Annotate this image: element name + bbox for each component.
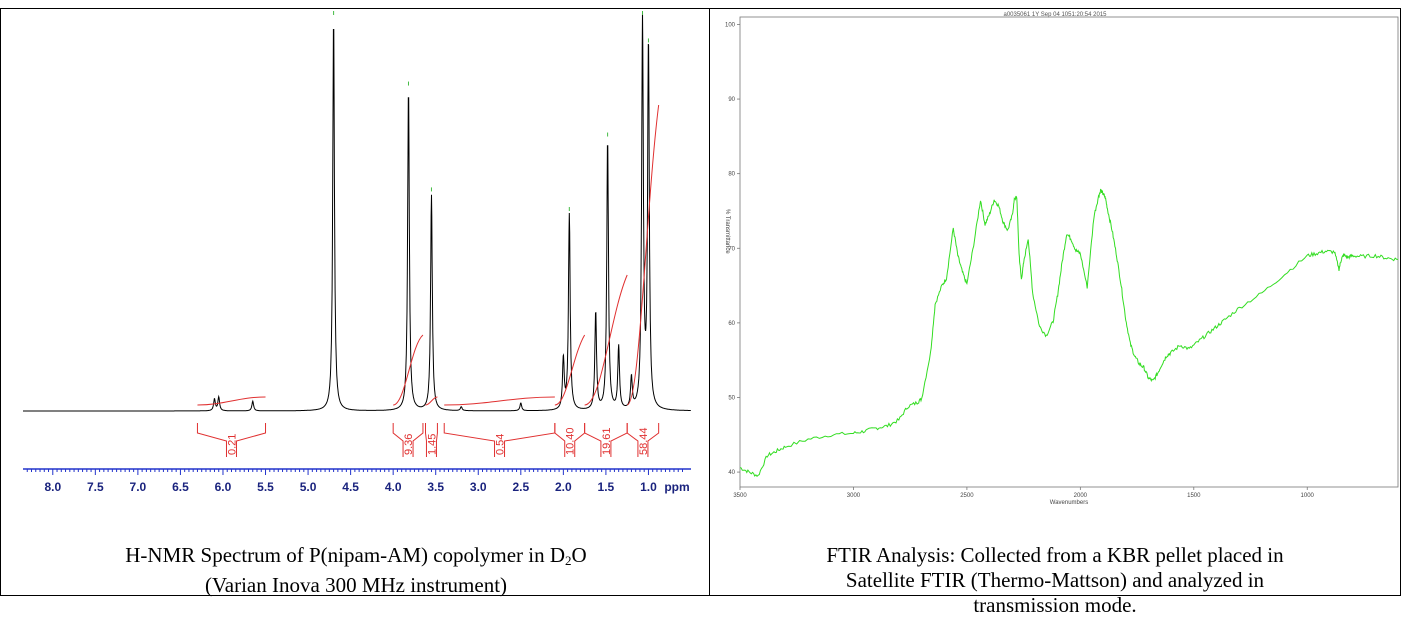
- ftir-caption-line2: Satellite FTIR (Thermo-Mattson) and anal…: [845, 568, 1265, 592]
- nmr-integral: 0.54: [443, 396, 556, 457]
- nmr-x-tick-label: 1.5: [598, 480, 615, 494]
- ftir-x-tick-label: 2500: [960, 493, 974, 499]
- nmr-integral-label: 58.44: [638, 427, 650, 455]
- nmr-integral-curve: [425, 396, 438, 406]
- nmr-integral-label: 0.54: [495, 434, 507, 455]
- ftir-caption-line3: transmission mode.: [973, 593, 1137, 617]
- nmr-panel: 0.21 9.36 1.45 0.54 10.40 19.61 58.44 8.0 7.5 7.0…: [0, 8, 711, 598]
- nmr-x-tick-label: 2.0: [555, 480, 572, 494]
- nmr-integral: 9.36: [392, 334, 424, 457]
- nmr-x-tick-label: 7.5: [87, 480, 104, 494]
- ftir-x-tick-label: 1000: [1301, 493, 1315, 499]
- nmr-x-tick-label: 5.5: [257, 480, 274, 494]
- nmr-integral: 10.40: [554, 334, 586, 457]
- nmr-chart: 0.21 9.36 1.45 0.54 10.40 19.61 58.44 8.0 7.5 7.0…: [23, 11, 691, 494]
- ftir-x-tick-label: 1500: [1187, 493, 1201, 499]
- nmr-x-tick-label: 4.0: [385, 480, 402, 494]
- nmr-integral-curve: [626, 104, 660, 406]
- nmr-integral-curve: [584, 274, 628, 406]
- ftir-x-tick-label: 3500: [733, 493, 747, 499]
- ftir-y-tick-label: 50: [728, 395, 735, 401]
- nmr-integral-bracket: [626, 423, 660, 457]
- nmr-x-tick-label: 2.5: [512, 480, 529, 494]
- ftir-y-tick-label: 70: [728, 246, 735, 252]
- nmr-integral-curve: [554, 334, 586, 406]
- nmr-x-tick-label: 3.5: [427, 480, 444, 494]
- nmr-integral: 58.44: [626, 104, 660, 457]
- nmr-integral-bracket: [425, 423, 438, 457]
- nmr-caption-line1: H-NMR Spectrum of P(nipam-AM) copolymer …: [125, 543, 587, 568]
- nmr-integral-bracket: [196, 423, 267, 457]
- nmr-integral-label: 1.45: [426, 434, 438, 455]
- nmr-x-tick-label: 6.0: [215, 480, 232, 494]
- nmr-x-tick-label: 5.0: [300, 480, 317, 494]
- nmr-integral-curve: [444, 396, 555, 406]
- ftir-y-tick-label: 100: [725, 22, 736, 28]
- nmr-x-tick-label: 7.0: [130, 480, 147, 494]
- nmr-x-tick-label: 3.0: [470, 480, 487, 494]
- ftir-y-tick-label: 90: [728, 97, 735, 103]
- nmr-integral: 0.21: [196, 396, 267, 457]
- ftir-caption: FTIR Analysis: Collected from a KBR pell…: [710, 543, 1400, 618]
- nmr-x-tick-label: 1.0: [640, 480, 657, 494]
- nmr-integral-curve: [392, 334, 424, 406]
- ftir-x-axis-label: Wavenumbers: [1050, 500, 1088, 506]
- nmr-integral-label: 19.61: [601, 427, 613, 455]
- nmr-spectrum-line: [23, 11, 691, 412]
- ftir-y-tick-label: 40: [728, 470, 735, 476]
- nmr-x-tick-label: 6.5: [172, 480, 189, 494]
- ftir-caption-line1: FTIR Analysis: Collected from a KBR pell…: [826, 543, 1284, 567]
- nmr-integral-label: 0.21: [226, 434, 238, 455]
- nmr-integral-label: 10.40: [565, 427, 577, 455]
- ftir-plot-frame: [739, 16, 1399, 488]
- ftir-spectrum-line: [739, 188, 1399, 478]
- ftir-panel: a0035061 1Y Sep 04 1051:20:54 2015 100 90 8…: [709, 8, 1401, 617]
- ftir-y-axis-label: % Transmittance: [724, 209, 730, 254]
- nmr-caption: H-NMR Spectrum of P(nipam-AM) copolymer …: [1, 543, 711, 598]
- ftir-y-tick-label: 60: [728, 321, 735, 327]
- ftir-x-tick-label: 3000: [847, 493, 861, 499]
- nmr-caption-line2: (Varian Inova 300 MHz instrument): [204, 573, 508, 597]
- nmr-x-tick-label: 4.5: [342, 480, 359, 494]
- top-fragment: ,: [0, 0, 4, 8]
- ftir-x-tick-label: 2000: [1074, 493, 1088, 499]
- ftir-y-tick-label: 80: [728, 172, 735, 178]
- nmr-x-tick-label: 8.0: [44, 480, 61, 494]
- nmr-x-axis-unit: ppm: [664, 480, 689, 494]
- ftir-chart: a0035061 1Y Sep 04 1051:20:54 2015 100 90 8…: [724, 12, 1399, 506]
- nmr-integral-label: 9.36: [403, 434, 415, 455]
- ftir-header: a0035061 1Y Sep 04 1051:20:54 2015: [1004, 12, 1108, 18]
- nmr-integral-bracket: [392, 423, 424, 457]
- nmr-integral-curve: [197, 396, 266, 406]
- nmr-integral: 1.45: [425, 396, 438, 457]
